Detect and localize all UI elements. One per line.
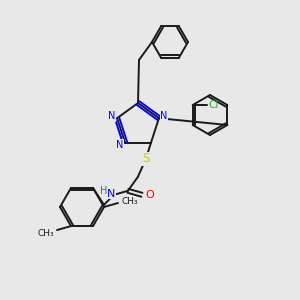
Text: N: N xyxy=(160,111,168,121)
Text: N: N xyxy=(108,111,116,121)
Text: N: N xyxy=(107,189,115,199)
Text: Cl: Cl xyxy=(208,100,219,110)
Text: S: S xyxy=(142,152,150,165)
Text: O: O xyxy=(146,190,154,200)
Text: N: N xyxy=(116,140,124,150)
Text: CH₃: CH₃ xyxy=(38,229,54,238)
Text: CH₃: CH₃ xyxy=(121,196,138,206)
Text: H: H xyxy=(100,186,108,196)
